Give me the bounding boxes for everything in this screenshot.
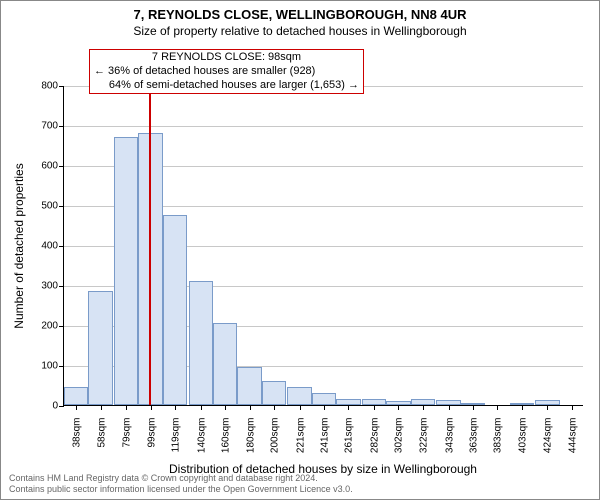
xtick-label: 444sqm: [565, 418, 578, 454]
xtick-mark: [201, 405, 202, 410]
xtick-label: 180sqm: [243, 418, 256, 454]
xtick-mark: [76, 405, 77, 410]
xtick-mark: [225, 405, 226, 410]
xtick-mark: [324, 405, 325, 410]
xtick-label: 383sqm: [491, 418, 504, 454]
plot-region: 010020030040050060070080038sqm58sqm79sqm…: [63, 86, 583, 406]
annotation-line: ← 36% of detached houses are smaller (92…: [94, 65, 359, 79]
ytick-label: 800: [41, 81, 64, 92]
xtick-mark: [572, 405, 573, 410]
annotation-box: 7 REYNOLDS CLOSE: 98sqm← 36% of detached…: [89, 49, 364, 94]
xtick-mark: [522, 405, 523, 410]
xtick-label: 99sqm: [144, 418, 157, 448]
footer-attribution: Contains HM Land Registry data © Crown c…: [9, 473, 353, 495]
gridline: [64, 126, 583, 127]
xtick-mark: [497, 405, 498, 410]
xtick-label: 363sqm: [466, 418, 479, 454]
histogram-bar: [262, 381, 286, 405]
histogram-bar: [163, 215, 187, 405]
chart-title-line2: Size of property relative to detached ho…: [1, 24, 599, 38]
ytick-label: 400: [41, 241, 64, 252]
footer-line2: Contains public sector information licen…: [9, 484, 353, 495]
xtick-label: 58sqm: [94, 418, 107, 448]
xtick-mark: [547, 405, 548, 410]
histogram-bar: [64, 387, 88, 405]
xtick-mark: [126, 405, 127, 410]
xtick-mark: [423, 405, 424, 410]
histogram-bar: [189, 281, 213, 405]
annotation-line: 7 REYNOLDS CLOSE: 98sqm: [94, 51, 359, 65]
histogram-bar: [114, 137, 138, 405]
ytick-label: 300: [41, 281, 64, 292]
xtick-mark: [274, 405, 275, 410]
xtick-mark: [151, 405, 152, 410]
ytick-label: 100: [41, 361, 64, 372]
ytick-label: 500: [41, 201, 64, 212]
property-marker-line: [149, 86, 151, 405]
ytick-label: 200: [41, 321, 64, 332]
xtick-label: 241sqm: [318, 418, 331, 454]
histogram-bar: [213, 323, 237, 405]
ytick-label: 700: [41, 121, 64, 132]
histogram-bar: [287, 387, 311, 405]
histogram-bar: [312, 393, 336, 405]
xtick-label: 38sqm: [70, 418, 83, 448]
xtick-label: 282sqm: [368, 418, 381, 454]
xtick-label: 261sqm: [342, 418, 355, 454]
y-axis-label: Number of detached properties: [12, 163, 26, 328]
xtick-mark: [449, 405, 450, 410]
xtick-label: 140sqm: [194, 418, 207, 454]
ytick-label: 600: [41, 161, 64, 172]
xtick-mark: [473, 405, 474, 410]
xtick-label: 302sqm: [392, 418, 405, 454]
xtick-mark: [348, 405, 349, 410]
footer-line1: Contains HM Land Registry data © Crown c…: [9, 473, 353, 484]
xtick-label: 160sqm: [219, 418, 232, 454]
xtick-label: 200sqm: [267, 418, 280, 454]
xtick-label: 79sqm: [120, 418, 133, 448]
xtick-label: 119sqm: [169, 418, 182, 453]
xtick-mark: [374, 405, 375, 410]
chart-title-line1: 7, REYNOLDS CLOSE, WELLINGBOROUGH, NN8 4…: [1, 7, 599, 22]
chart-container: { "title_line1": "7, REYNOLDS CLOSE, WEL…: [0, 0, 600, 500]
xtick-mark: [101, 405, 102, 410]
xtick-mark: [175, 405, 176, 410]
histogram-bar: [237, 367, 261, 405]
xtick-mark: [398, 405, 399, 410]
xtick-label: 424sqm: [541, 418, 554, 454]
xtick-label: 322sqm: [416, 418, 429, 454]
histogram-bar: [88, 291, 112, 405]
xtick-label: 343sqm: [442, 418, 455, 454]
xtick-mark: [250, 405, 251, 410]
ytick-label: 0: [52, 401, 64, 412]
xtick-label: 221sqm: [293, 418, 306, 454]
xtick-mark: [300, 405, 301, 410]
annotation-line: 64% of semi-detached houses are larger (…: [94, 79, 359, 93]
xtick-label: 403sqm: [515, 418, 528, 454]
